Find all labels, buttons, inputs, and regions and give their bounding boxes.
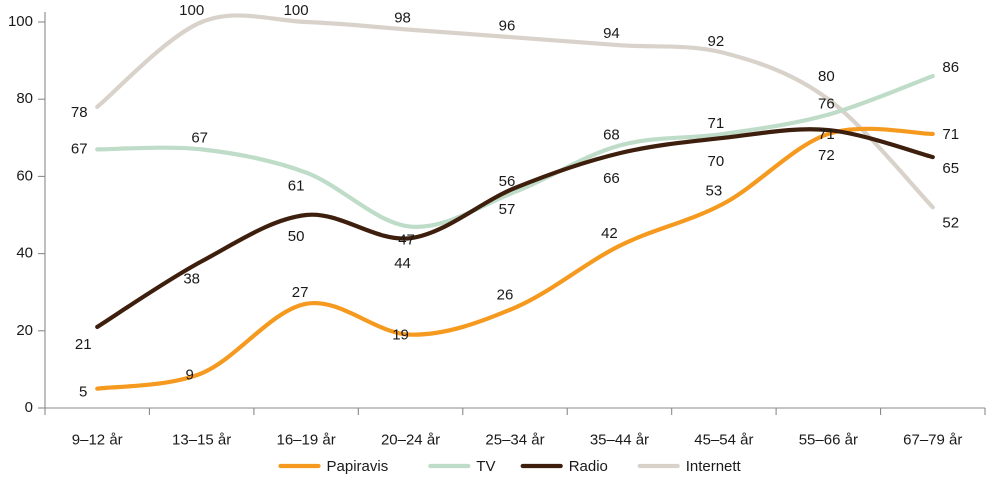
point-label-internett-2: 100 — [284, 2, 309, 19]
legend-item-tv[interactable]: TV — [428, 458, 495, 475]
point-label-radio-6: 70 — [708, 153, 725, 170]
point-label-internett-7: 80 — [818, 68, 835, 85]
legend: Papiravis TV Radio Internett — [278, 458, 742, 475]
y-tick-label: 20 — [16, 322, 33, 339]
point-label-papiravis-1: 9 — [185, 366, 193, 383]
point-label-radio-8: 65 — [942, 160, 959, 177]
data-point-labels: 5 9 27 19 26 42 53 71 71 67 67 61 47 56 68 71 76 86 21 38 50… — [71, 2, 959, 401]
legend-item-papiravis[interactable]: Papiravis — [278, 458, 389, 475]
point-label-radio-7: 72 — [818, 147, 835, 164]
point-label-tv-6: 71 — [708, 115, 725, 132]
point-label-tv-7: 76 — [818, 96, 835, 113]
x-tick-label: 9–12 år — [72, 431, 123, 448]
point-label-papiravis-6: 53 — [706, 182, 723, 199]
point-label-internett-4: 96 — [499, 17, 516, 34]
legend-label-radio: Radio — [569, 458, 608, 475]
point-label-tv-5: 68 — [603, 127, 620, 144]
series-line-papiravis — [95, 126, 935, 391]
legend-label-internett: Internett — [686, 458, 742, 475]
point-label-radio-4: 57 — [499, 201, 516, 218]
y-tick-label: 100 — [8, 13, 33, 30]
series-line-tv — [95, 73, 935, 229]
series-lines — [95, 13, 935, 391]
point-label-internett-1: 100 — [179, 2, 204, 19]
legend-label-papiravis: Papiravis — [327, 458, 389, 475]
point-label-radio-3: 44 — [394, 255, 411, 272]
point-label-tv-2: 61 — [288, 178, 305, 195]
point-label-tv-8: 86 — [942, 59, 959, 76]
point-label-papiravis-5: 42 — [601, 225, 618, 242]
point-label-tv-0: 67 — [71, 140, 88, 157]
y-tick-label: 40 — [16, 245, 33, 262]
y-tick-label: 60 — [16, 167, 33, 184]
y-axis: 0 20 40 60 80 100 — [8, 12, 46, 416]
point-label-papiravis-2: 27 — [292, 284, 309, 301]
x-tick-label: 20–24 år — [381, 431, 440, 448]
point-label-radio-2: 50 — [288, 228, 305, 245]
x-tick-label: 55–66 år — [799, 431, 858, 448]
x-axis — [44, 407, 986, 415]
point-label-internett-6: 92 — [708, 33, 725, 50]
y-tick-label: 80 — [16, 90, 33, 107]
series-line-radio — [95, 127, 935, 330]
point-label-internett-5: 94 — [603, 25, 620, 42]
point-label-papiravis-8: 71 — [942, 126, 959, 143]
point-label-papiravis-4: 26 — [497, 287, 514, 304]
point-label-papiravis-0: 5 — [79, 384, 87, 401]
x-tick-label: 67–79 år — [903, 431, 962, 448]
point-label-radio-0: 21 — [75, 336, 92, 353]
legend-item-internett[interactable]: Internett — [637, 458, 742, 475]
x-tick-label: 35–44 år — [590, 431, 649, 448]
point-label-tv-3: 47 — [398, 232, 415, 249]
point-label-papiravis-7: 71 — [818, 126, 835, 143]
legend-label-tv: TV — [476, 458, 495, 475]
x-tick-label: 13–15 år — [172, 431, 231, 448]
point-label-internett-0: 78 — [71, 104, 88, 121]
category-labels: 9–12 år 13–15 år 16–19 år 20–24 år 25–34 år 3… — [72, 431, 963, 448]
legend-item-radio[interactable]: Radio — [520, 458, 608, 475]
point-label-tv-1: 67 — [191, 129, 208, 146]
x-tick-label: 25–34 år — [485, 431, 544, 448]
point-label-internett-3: 98 — [394, 10, 411, 27]
x-tick-label: 45–54 år — [694, 431, 753, 448]
series-line-internett — [95, 13, 935, 210]
point-label-papiravis-3: 19 — [392, 327, 409, 344]
point-label-radio-5: 66 — [603, 170, 620, 187]
point-label-radio-1: 38 — [183, 270, 200, 287]
point-label-tv-4: 56 — [499, 173, 516, 190]
y-tick-label: 0 — [25, 399, 33, 416]
point-label-internett-8: 52 — [942, 214, 959, 231]
x-tick-label: 16–19 år — [277, 431, 336, 448]
